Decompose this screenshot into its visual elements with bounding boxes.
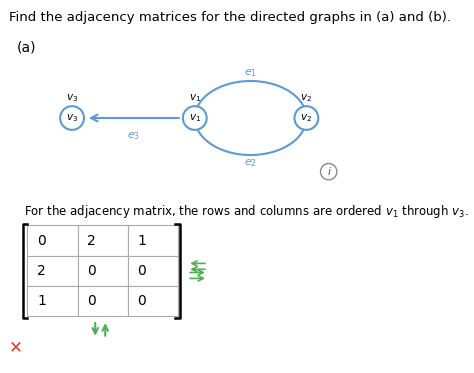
Text: 0: 0 [87, 264, 96, 278]
Text: 2: 2 [87, 233, 96, 248]
FancyBboxPatch shape [128, 286, 178, 316]
Text: $v_1$: $v_1$ [189, 112, 201, 124]
Circle shape [60, 106, 84, 130]
FancyBboxPatch shape [27, 225, 78, 256]
Text: 0: 0 [137, 264, 146, 278]
Text: $v_1$: $v_1$ [189, 92, 201, 104]
Circle shape [320, 163, 337, 180]
Text: 0: 0 [37, 233, 46, 248]
FancyBboxPatch shape [78, 225, 128, 256]
Circle shape [294, 106, 318, 130]
FancyBboxPatch shape [78, 256, 128, 286]
FancyBboxPatch shape [128, 256, 178, 286]
Text: $e_3$: $e_3$ [127, 130, 140, 142]
Text: 1: 1 [137, 233, 146, 248]
Circle shape [183, 106, 207, 130]
FancyBboxPatch shape [27, 286, 78, 316]
Text: 1: 1 [37, 294, 46, 308]
FancyBboxPatch shape [78, 286, 128, 316]
Text: $v_2$: $v_2$ [301, 92, 312, 104]
Text: Find the adjacency matrices for the directed graphs in (a) and (b).: Find the adjacency matrices for the dire… [9, 11, 451, 23]
Text: For the adjacency matrix, the rows and columns are ordered $v_1$ through $v_3$.: For the adjacency matrix, the rows and c… [24, 203, 468, 220]
Text: $v_3$: $v_3$ [66, 92, 78, 104]
FancyBboxPatch shape [128, 225, 178, 256]
FancyBboxPatch shape [27, 256, 78, 286]
Text: $v_3$: $v_3$ [66, 112, 78, 124]
Text: ✕: ✕ [9, 339, 23, 357]
Text: 0: 0 [137, 294, 146, 308]
Text: $v_2$: $v_2$ [301, 112, 312, 124]
Text: (a): (a) [16, 40, 36, 54]
Text: $e_1$: $e_1$ [244, 67, 257, 79]
Text: i: i [327, 167, 330, 177]
Text: 2: 2 [37, 264, 46, 278]
Text: $e_2$: $e_2$ [244, 157, 257, 169]
Text: 0: 0 [87, 294, 96, 308]
